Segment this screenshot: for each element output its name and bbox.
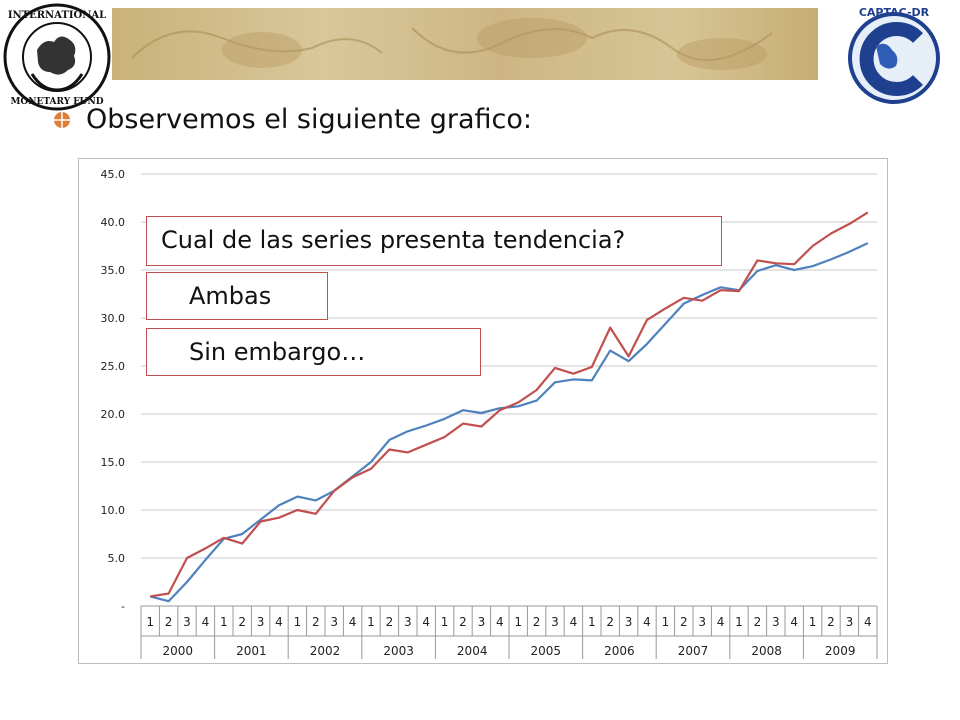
x-tick-quarter: 2 bbox=[238, 615, 246, 629]
y-tick-label: 25.0 bbox=[101, 360, 126, 373]
x-tick-quarter: 1 bbox=[294, 615, 302, 629]
x-tick-quarter: 3 bbox=[404, 615, 412, 629]
y-tick-label: 30.0 bbox=[101, 312, 126, 325]
x-tick-year: 2006 bbox=[604, 644, 635, 658]
y-tick-label: 10.0 bbox=[101, 504, 126, 517]
x-tick-quarter: 2 bbox=[827, 615, 835, 629]
x-tick-quarter: 1 bbox=[735, 615, 743, 629]
x-tick-quarter: 3 bbox=[625, 615, 633, 629]
x-tick-year: 2003 bbox=[383, 644, 414, 658]
x-tick-quarter: 2 bbox=[680, 615, 688, 629]
x-tick-quarter: 4 bbox=[422, 615, 430, 629]
y-tick-label: 20.0 bbox=[101, 408, 126, 421]
x-tick-quarter: 1 bbox=[588, 615, 596, 629]
x-tick-quarter: 1 bbox=[441, 615, 449, 629]
y-tick-label: 5.0 bbox=[108, 552, 126, 565]
answer-callout: Ambas bbox=[146, 272, 328, 320]
x-tick-quarter: 2 bbox=[533, 615, 541, 629]
followup-callout: Sin embargo… bbox=[146, 328, 481, 376]
x-tick-year: 2002 bbox=[310, 644, 341, 658]
captac-dr-logo: CAPTAC-DR bbox=[848, 6, 940, 104]
x-tick-quarter: 1 bbox=[809, 615, 817, 629]
y-tick-label: 15.0 bbox=[101, 456, 126, 469]
question-callout: Cual de las series presenta tendencia? bbox=[146, 216, 722, 266]
x-tick-quarter: 3 bbox=[551, 615, 559, 629]
x-tick-year: 2007 bbox=[678, 644, 709, 658]
x-tick-quarter: 3 bbox=[698, 615, 706, 629]
x-tick-quarter: 1 bbox=[220, 615, 228, 629]
x-tick-quarter: 2 bbox=[312, 615, 320, 629]
x-tick-quarter: 4 bbox=[202, 615, 210, 629]
x-tick-quarter: 4 bbox=[570, 615, 578, 629]
world-map-banner bbox=[112, 8, 818, 80]
x-tick-year: 2009 bbox=[825, 644, 856, 658]
x-tick-quarter: 1 bbox=[367, 615, 375, 629]
x-tick-quarter: 3 bbox=[330, 615, 338, 629]
x-tick-quarter: 3 bbox=[772, 615, 780, 629]
svg-text:MONETARY FUND: MONETARY FUND bbox=[10, 97, 103, 107]
y-tick-label: - bbox=[121, 600, 125, 613]
bullet-icon bbox=[54, 112, 70, 128]
x-tick-quarter: 2 bbox=[386, 615, 394, 629]
y-tick-label: 45.0 bbox=[101, 168, 126, 181]
x-tick-year: 2005 bbox=[531, 644, 562, 658]
y-tick-label: 35.0 bbox=[101, 264, 126, 277]
x-tick-quarter: 1 bbox=[662, 615, 670, 629]
x-tick-year: 2004 bbox=[457, 644, 488, 658]
x-tick-quarter: 4 bbox=[496, 615, 504, 629]
svg-text:CAPTAC-DR: CAPTAC-DR bbox=[859, 6, 930, 19]
x-tick-quarter: 4 bbox=[864, 615, 872, 629]
imf-logo: INTERNATIONAL MONETARY FUND bbox=[3, 3, 111, 111]
x-tick-year: 2000 bbox=[163, 644, 194, 658]
x-tick-quarter: 4 bbox=[275, 615, 283, 629]
x-tick-year: 2008 bbox=[751, 644, 782, 658]
y-tick-label: 40.0 bbox=[101, 216, 126, 229]
x-tick-quarter: 2 bbox=[165, 615, 173, 629]
x-tick-quarter: 1 bbox=[514, 615, 522, 629]
x-tick-quarter: 3 bbox=[183, 615, 191, 629]
x-tick-quarter: 3 bbox=[257, 615, 265, 629]
x-tick-year: 2001 bbox=[236, 644, 267, 658]
x-tick-quarter: 3 bbox=[846, 615, 854, 629]
slide-heading: Observemos el siguiente grafico: bbox=[86, 104, 533, 135]
x-tick-quarter: 4 bbox=[349, 615, 357, 629]
x-tick-quarter: 3 bbox=[478, 615, 486, 629]
x-tick-quarter: 2 bbox=[754, 615, 762, 629]
x-tick-quarter: 1 bbox=[146, 615, 154, 629]
x-tick-quarter: 2 bbox=[459, 615, 467, 629]
x-tick-quarter: 4 bbox=[790, 615, 798, 629]
x-tick-quarter: 2 bbox=[606, 615, 614, 629]
svg-text:INTERNATIONAL: INTERNATIONAL bbox=[8, 10, 106, 21]
x-tick-quarter: 4 bbox=[717, 615, 725, 629]
x-tick-quarter: 4 bbox=[643, 615, 651, 629]
series-line-red bbox=[150, 211, 869, 598]
